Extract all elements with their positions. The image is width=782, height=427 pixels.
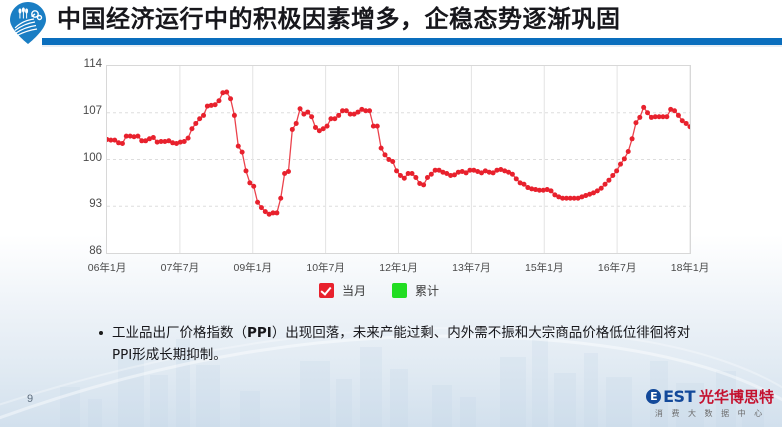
y-tick-100: 100 <box>82 151 102 164</box>
chart-legend: 当月 累计 <box>62 282 696 299</box>
x-tick-0: 06年1月 <box>87 262 127 274</box>
legend-label-current-month: 当月 <box>341 284 366 298</box>
organization-pin-logo-icon <box>10 2 46 44</box>
legend-item-current-month[interactable]: 当月 <box>318 282 366 299</box>
brand-chinese-name: 光华博思特 <box>698 388 774 406</box>
slide-header: 中国经济运行中的积极因素增多，企稳态势逐渐巩固 <box>0 0 782 47</box>
title-underline-shadow <box>42 45 782 47</box>
brand-circle-e-icon: E <box>646 389 662 404</box>
chart-plot-area <box>104 65 693 254</box>
legend-label-cumulative: 累计 <box>415 284 440 298</box>
x-tick-6: 15年1月 <box>524 262 564 274</box>
x-tick-2: 09年1月 <box>233 262 273 274</box>
legend-square-icon[interactable] <box>392 283 407 298</box>
legend-item-cumulative[interactable]: 累计 <box>392 282 439 299</box>
y-tick-114: 114 <box>83 58 102 70</box>
x-tick-4: 12年1月 <box>379 262 418 274</box>
bullet-text-part2: ）出现回落，未来产能过剩、内外需不振和大宗商品价格低位徘徊将对PPI形成长期抑制… <box>112 325 691 363</box>
chart-svg <box>104 66 693 253</box>
bullet-text: 工业品出厂价格指数（PPI）出现回落，未来产能过剩、内外需不振和大宗商品价格低位… <box>112 322 699 366</box>
y-tick-86: 86 <box>89 245 102 257</box>
bullet-text-part1: 工业品出厂价格指数（ <box>112 325 247 341</box>
legend-checkbox-icon[interactable] <box>318 283 334 298</box>
brand-subtitle: 消 费 大 数 据 中 心 <box>654 409 766 418</box>
brand-latin-text: EST <box>663 387 695 406</box>
x-tick-1: 07年7月 <box>160 262 200 274</box>
bullet-text-emphasis: PPI <box>247 325 272 341</box>
y-tick-93: 93 <box>89 198 102 211</box>
brand-row: E EST 光华博思特 <box>646 386 774 407</box>
bullet-dot-icon <box>99 331 103 335</box>
ppi-chart: 86 93 100 107 114 06年1月 07年7月 09年1月 10年7月 12年1月 1… <box>62 58 709 316</box>
page-number: 9 <box>27 393 34 405</box>
y-tick-107: 107 <box>82 104 102 117</box>
x-tick-5: 13年7月 <box>452 262 491 274</box>
x-tick-8: 18年1月 <box>670 262 710 274</box>
brand-latin-mark: E EST <box>646 387 695 406</box>
page-title: 中国经济运行中的积极因素增多，企稳态势逐渐巩固 <box>57 5 621 33</box>
bullet-point: 工业品出厂价格指数（PPI）出现回落，未来产能过剩、内外需不振和大宗商品价格低位… <box>99 322 699 366</box>
brand-logo: E EST 光华博思特 消 费 大 数 据 中 心 <box>646 386 774 419</box>
title-underline <box>42 38 782 45</box>
x-tick-3: 10年7月 <box>306 262 345 274</box>
x-tick-7: 16年7月 <box>597 262 637 274</box>
